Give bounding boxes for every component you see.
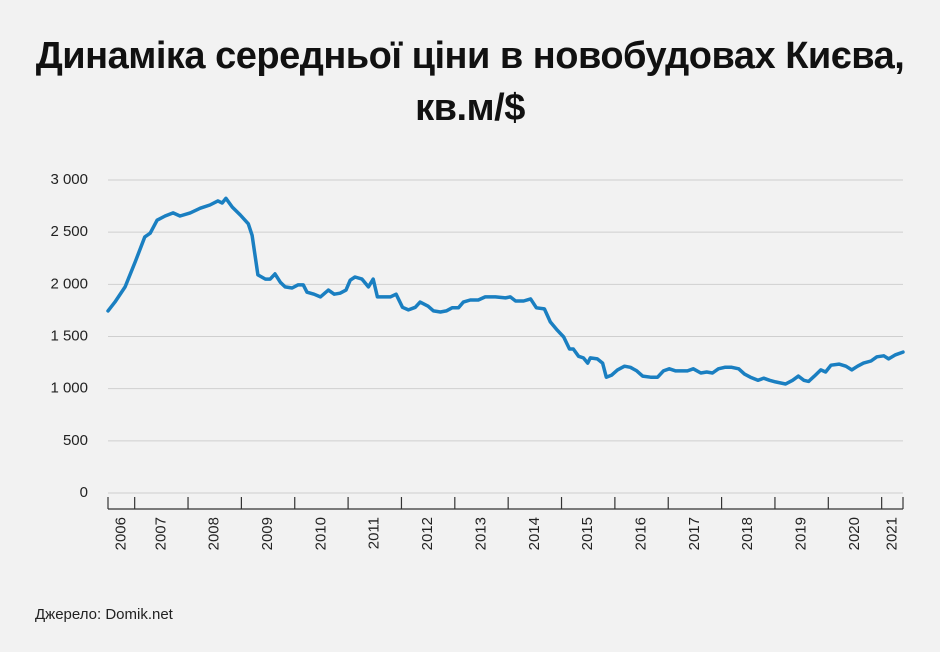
- x-tick-label: 2009: [259, 517, 276, 550]
- y-tick-label: 500: [63, 432, 88, 449]
- x-tick-label: 2017: [686, 517, 703, 550]
- data-line: [106, 196, 905, 386]
- x-tick-label: 2018: [739, 517, 756, 550]
- y-tick-label: 3 000: [50, 171, 88, 188]
- x-tick-label: 2015: [579, 517, 596, 550]
- x-tick-label: 2006: [112, 517, 129, 550]
- x-tick-label: 2007: [152, 517, 169, 550]
- y-tick-label: 2 000: [50, 275, 88, 292]
- x-tick-label: 2011: [366, 517, 383, 549]
- x-tick-label: 2019: [793, 517, 810, 550]
- x-tick-label: 2012: [419, 517, 436, 550]
- x-tick-label: 2008: [206, 517, 223, 550]
- x-tick-label: 2010: [312, 517, 329, 550]
- y-tick-label: 0: [80, 484, 88, 501]
- x-tick-label: 2021: [883, 517, 900, 550]
- y-tick-label: 1 500: [50, 327, 88, 344]
- source-note: Джерело: Domik.net: [35, 606, 173, 623]
- x-tick-label: 2014: [526, 517, 543, 550]
- x-tick-label: 2016: [633, 517, 650, 550]
- chart-title: Динаміка середньої ціни в новобудовах Ки…: [35, 35, 905, 129]
- x-tick-label: 2013: [472, 517, 489, 550]
- y-tick-label: 1 000: [50, 380, 88, 397]
- x-tick-label: 2020: [846, 517, 863, 550]
- y-tick-label: 2 500: [50, 223, 88, 240]
